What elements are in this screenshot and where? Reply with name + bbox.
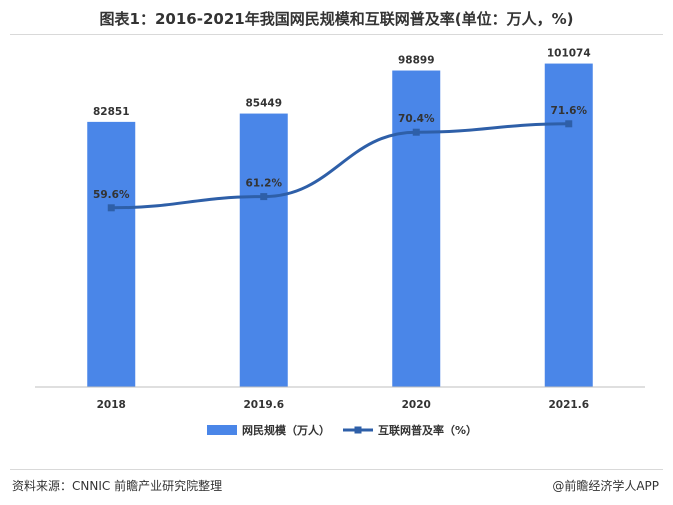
legend-label-bar: 网民规模（万人） (242, 423, 330, 437)
bar-value-label: 82851 (93, 106, 130, 118)
chart-title: 图表1：2016-2021年我国网民规模和互联网普及率(单位：万人，%) (99, 10, 574, 28)
brand-label: @前瞻经济学人APP (552, 479, 659, 493)
line-value-label: 59.6% (93, 189, 130, 201)
chart-area: 2018 2019.6 2020 2021.6 82851 85449 98899 1010… (35, 48, 645, 437)
legend-swatch-marker (354, 426, 362, 434)
bar-2020 (392, 70, 441, 388)
line-value-label: 71.6% (551, 105, 588, 117)
line-value-label: 70.4% (398, 113, 435, 125)
bar-value-label: 85449 (245, 98, 282, 110)
bar-2021.6 (544, 63, 593, 387)
bar-2018 (87, 121, 136, 387)
x-tick-label: 2019.6 (243, 399, 284, 411)
line-marker (260, 193, 268, 201)
title-divider (10, 34, 663, 35)
x-tick-label: 2021.6 (548, 399, 589, 411)
line-marker (565, 120, 573, 128)
legend-swatch-bar (207, 425, 237, 435)
line-value-label: 61.2% (246, 178, 283, 190)
bar-2019.6 (239, 113, 288, 387)
line-marker (412, 128, 420, 136)
x-tick-label: 2018 (97, 399, 126, 411)
bar-value-label: 101074 (547, 48, 591, 60)
x-tick-label: 2020 (402, 399, 431, 411)
source-note: 资料来源：CNNIC 前瞻产业研究院整理 (12, 479, 223, 493)
line-marker (107, 204, 115, 212)
series-line-penetration-rate (111, 122, 569, 210)
footer-divider (10, 469, 663, 470)
legend: 网民规模（万人） 互联网普及率（%） (207, 423, 477, 437)
bar-value-label: 98899 (398, 55, 435, 67)
legend-label-line: 互联网普及率（%） (378, 423, 477, 437)
